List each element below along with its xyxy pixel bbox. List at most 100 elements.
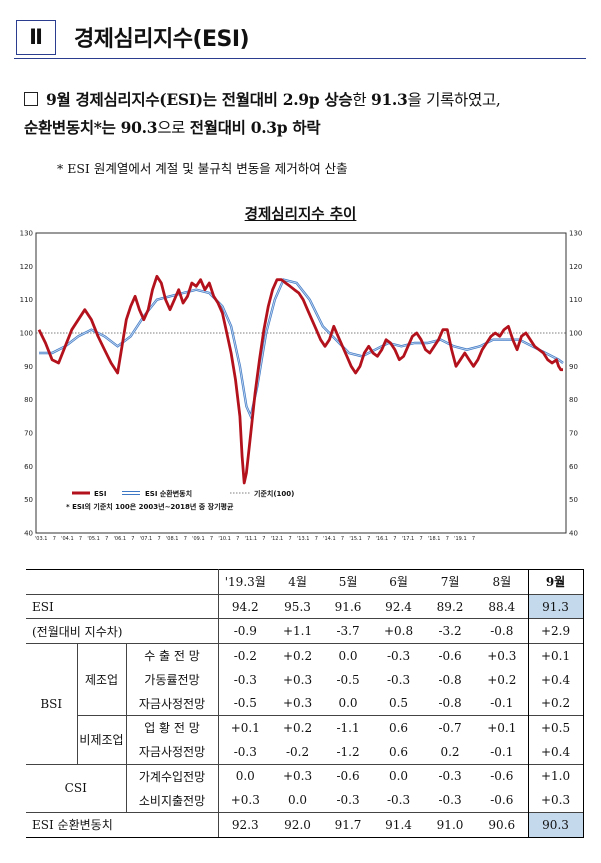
table-cell: +0.2	[487, 672, 517, 687]
esi-series-line	[37, 274, 563, 485]
y-tick-label-right: 40	[569, 530, 578, 538]
table-cell: +0.2	[527, 691, 584, 716]
table-cell: +0.3	[282, 696, 313, 711]
table-cell: +0.4	[527, 739, 584, 764]
x-tick-label: 7	[419, 536, 422, 542]
chart-legend: ESI ESI 순환변동치 기준치(100) * ESI의 기준치 100은 2…	[66, 489, 294, 511]
table-cell: -0.3	[233, 744, 257, 759]
table-cell: -0.3	[438, 793, 462, 808]
table-cell: 91.3	[527, 593, 584, 619]
checkbox-bullet-icon	[24, 92, 38, 106]
table-cell: -0.6	[323, 763, 374, 789]
table-cell: +0.4	[527, 667, 584, 692]
legend-esi-label: ESI	[94, 490, 106, 498]
y-tick-label-right: 100	[569, 330, 582, 338]
table-cell: -0.3	[386, 793, 411, 808]
esi-table: '19.3월 4월 5월 6월 7월 8월 9월 ESI 94.2 95.3 91.…	[26, 569, 584, 838]
table-cell: 0.5	[388, 696, 409, 711]
table-cell: +0.3	[476, 643, 529, 668]
table-cell: -0.6	[490, 793, 514, 808]
table-row-mfg-operation: 가동률전망 -0.3 +0.3 -0.5 -0.3 -0.8 +0.2 +0.4	[26, 667, 584, 692]
table-header-row: '19.3월 4월 5월 6월 7월 8월 9월	[26, 569, 584, 595]
x-tick-label: '03.1	[35, 536, 48, 542]
table-cell: -0.2	[285, 744, 310, 759]
table-cell: -0.1	[490, 744, 514, 759]
x-tick-label: '16.1	[376, 536, 389, 542]
table-cell: +1.0	[527, 763, 584, 789]
table-cell: 90.3	[527, 811, 584, 838]
table-cell: -0.3	[373, 643, 425, 668]
header-rule	[14, 58, 586, 59]
table-cell: +0.1	[527, 643, 584, 668]
col-header: 4월	[272, 569, 324, 595]
section-number: Ⅱ	[16, 20, 56, 55]
y-tick-label-left: 40	[24, 530, 33, 538]
x-tick-label: 7	[157, 536, 160, 542]
table-cell: 0.0	[373, 763, 425, 789]
table-cell: 91.7	[323, 811, 374, 838]
row-label: ESI 순환변동치	[26, 811, 219, 838]
table-cell: +0.8	[373, 618, 425, 644]
table-row-mfg-finance: 자금사정전망 -0.5 +0.3 0.0 0.5 -0.8 -0.1 +0.2	[26, 691, 584, 716]
table-cell: 0.6	[388, 744, 409, 759]
table-cell: +0.1	[476, 715, 529, 740]
table-cell: -0.6	[424, 643, 477, 668]
x-tick-label: 7	[131, 536, 134, 542]
table-cell: 0.0	[338, 696, 358, 711]
plot-frame	[35, 232, 567, 534]
x-tick-label: 7	[288, 536, 291, 542]
row-label: (전월대비 지수차)	[26, 618, 219, 644]
y-tick-label-left: 50	[24, 496, 33, 504]
table-cell: 0.6	[373, 715, 425, 740]
col-header: 6월	[373, 569, 425, 595]
x-tick-label: 7	[446, 536, 449, 542]
table-cell: -1.2	[336, 744, 360, 759]
x-tick-label: 7	[262, 536, 265, 542]
summary-line-1: 9월 경제심리지수(ESI)는 전월대비 2.9p 상승한 91.3을 기록하였…	[24, 88, 501, 116]
col-header: 5월	[323, 569, 374, 595]
x-tick-label: 7	[184, 536, 187, 542]
table-cell: -0.3	[233, 672, 257, 687]
nonmfg-group-label: 비제조업	[77, 715, 127, 764]
x-tick-label: 7	[53, 536, 56, 542]
footnote: * ESI 원계열에서 계절 및 불규칙 변동을 제거하여 산출	[57, 161, 348, 176]
table-cell: 0.2	[440, 744, 460, 759]
y-tick-label-right: 120	[569, 263, 582, 271]
x-tick-label: '04.1	[61, 536, 74, 542]
row-label: 소비지출전망	[126, 788, 219, 813]
table-row-diff: (전월대비 지수차) -0.9 +1.1 -3.7 +0.8 -3.2 -0.8 +2.9	[26, 618, 584, 644]
row-label: 자금사정전망	[126, 691, 219, 716]
summary-line-2: 순환변동치*는 90.3으로 전월대비 0.3p 하락	[24, 116, 501, 144]
table-cell: 91.6	[323, 593, 374, 619]
cycle-change-text: 전월대비 0.3p 하락	[189, 118, 321, 137]
y-tick-label-left: 60	[24, 463, 33, 471]
x-tick-label: '10.1	[218, 536, 231, 542]
x-tick-label: '05.1	[87, 536, 100, 542]
col-header: '19.3월	[218, 569, 273, 595]
esi-rise-text: 경제심리지수(ESI)는 전월대비 2.9p 상승	[75, 90, 353, 109]
col-header-current: 9월	[527, 569, 584, 595]
table-cell: -0.3	[386, 672, 411, 687]
table-cell: -0.5	[233, 696, 257, 711]
row-label: 업 황 전 망	[126, 715, 219, 740]
y-tick-label-right: 70	[569, 430, 578, 438]
x-tick-label: 7	[210, 536, 213, 542]
table-cell: 91.4	[373, 811, 425, 838]
x-tick-label: 7	[236, 536, 239, 542]
section-header: Ⅱ 경제심리지수(ESI)	[14, 17, 586, 59]
x-tick-label: '11.1	[245, 536, 258, 542]
col-header: 7월	[424, 569, 477, 595]
esi-line-chart: 40 40 50 50 60 60 70 70 80 80 90 90 100 100 110 110 120 1…	[20, 230, 583, 543]
x-tick-label: '12.1	[271, 536, 284, 542]
csi-group-label: CSI	[26, 763, 127, 813]
table-cell: -0.7	[424, 715, 477, 740]
x-tick-label: '08.1	[166, 536, 179, 542]
chart-title: 경제심리지수 추이	[244, 207, 357, 223]
table-cell: +0.3	[272, 763, 324, 789]
table-cell: -0.3	[336, 793, 360, 808]
x-tick-label: 7	[367, 536, 370, 542]
bsi-group-label: BSI	[26, 643, 78, 764]
table-cell: 92.3	[218, 811, 273, 838]
table-cell: 88.4	[476, 593, 529, 619]
table-cell: 92.0	[272, 811, 324, 838]
